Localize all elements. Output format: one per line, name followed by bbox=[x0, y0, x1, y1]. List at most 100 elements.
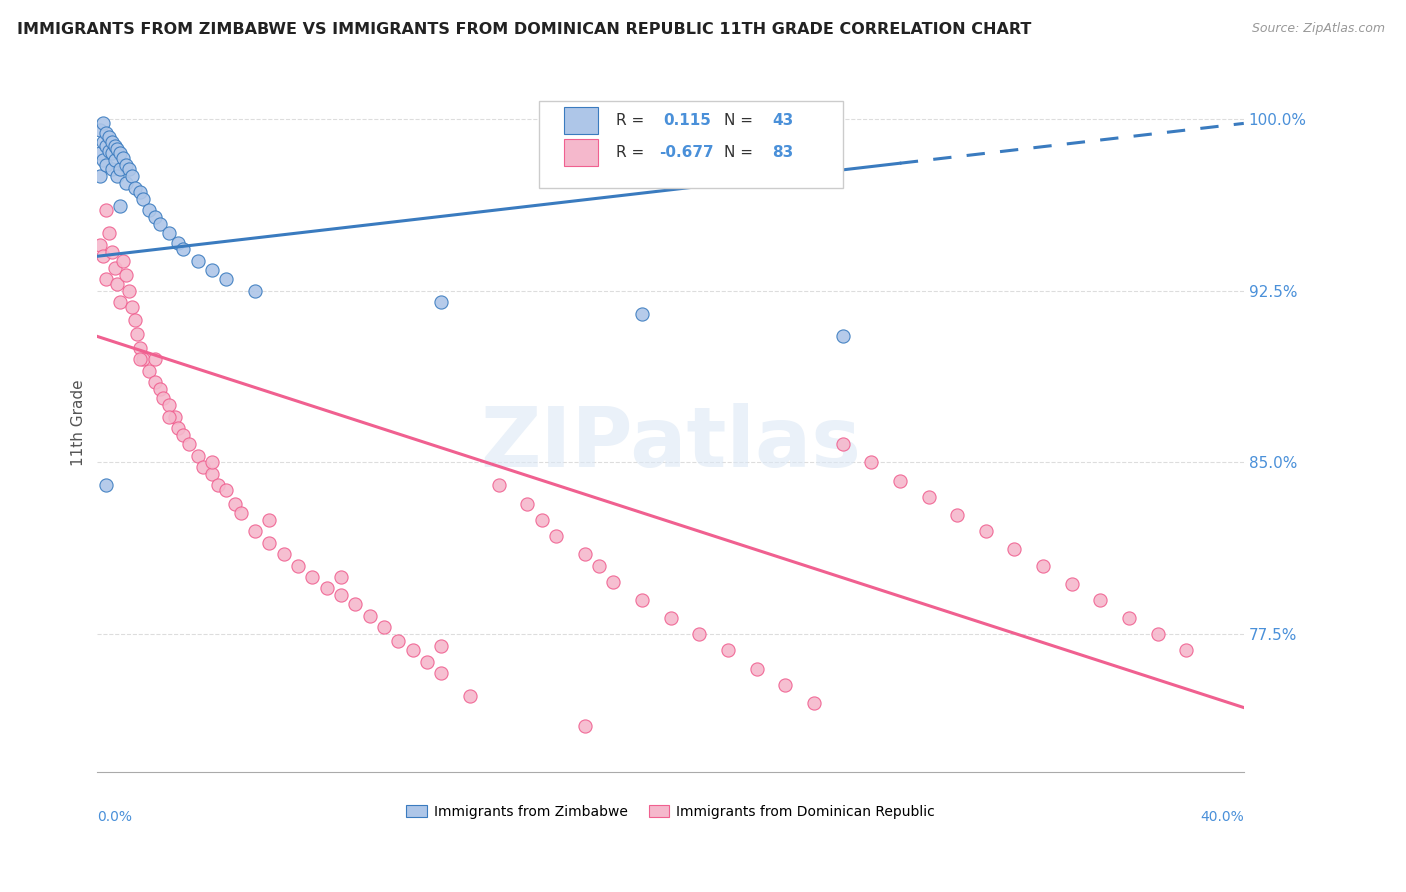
Point bbox=[91, 249, 114, 263]
Point bbox=[1090, 593, 1112, 607]
Point bbox=[121, 300, 143, 314]
Point bbox=[401, 643, 423, 657]
Point bbox=[110, 199, 132, 213]
Text: 43: 43 bbox=[773, 113, 794, 128]
Point bbox=[89, 146, 111, 161]
Point bbox=[89, 123, 111, 137]
Point bbox=[359, 608, 381, 623]
Point bbox=[91, 153, 114, 167]
Point bbox=[112, 151, 135, 165]
Text: -0.677: -0.677 bbox=[659, 145, 714, 161]
Text: N =: N = bbox=[724, 145, 758, 161]
FancyBboxPatch shape bbox=[538, 101, 842, 188]
Point bbox=[138, 203, 160, 218]
Point bbox=[224, 497, 246, 511]
Point bbox=[143, 211, 166, 225]
Point bbox=[112, 253, 135, 268]
Point bbox=[127, 327, 149, 342]
Point bbox=[215, 483, 238, 497]
Point bbox=[115, 158, 138, 172]
FancyBboxPatch shape bbox=[564, 139, 599, 166]
Point bbox=[344, 598, 367, 612]
Point bbox=[602, 574, 624, 589]
Text: 0.115: 0.115 bbox=[664, 113, 711, 128]
Point bbox=[430, 295, 453, 310]
Point bbox=[187, 449, 209, 463]
Point bbox=[688, 627, 710, 641]
Point bbox=[574, 719, 596, 733]
Point bbox=[315, 582, 337, 596]
Point bbox=[831, 329, 853, 343]
Point bbox=[100, 162, 122, 177]
Point bbox=[273, 547, 295, 561]
Point bbox=[516, 497, 538, 511]
Point bbox=[115, 176, 138, 190]
Point bbox=[89, 237, 111, 252]
Point bbox=[717, 643, 740, 657]
Point bbox=[243, 524, 266, 538]
Text: N =: N = bbox=[724, 113, 758, 128]
Point bbox=[91, 135, 114, 149]
Point bbox=[373, 620, 395, 634]
Point bbox=[207, 478, 229, 492]
Point bbox=[330, 570, 353, 584]
Point bbox=[103, 139, 125, 153]
Point bbox=[143, 352, 166, 367]
Point bbox=[831, 437, 853, 451]
Point bbox=[187, 253, 209, 268]
Point bbox=[107, 169, 129, 183]
Point bbox=[803, 696, 825, 710]
Point bbox=[163, 409, 186, 424]
Point bbox=[97, 227, 120, 241]
Point bbox=[631, 593, 654, 607]
Point bbox=[166, 421, 188, 435]
Point bbox=[149, 382, 172, 396]
Point bbox=[129, 352, 152, 367]
Point bbox=[157, 227, 180, 241]
Point bbox=[110, 295, 132, 310]
Point bbox=[1032, 558, 1054, 573]
Point bbox=[201, 467, 224, 481]
Point bbox=[94, 126, 117, 140]
Point bbox=[917, 490, 939, 504]
Point bbox=[330, 588, 353, 602]
Point bbox=[387, 634, 409, 648]
Point bbox=[107, 142, 129, 156]
Point bbox=[118, 162, 141, 177]
Point bbox=[121, 169, 143, 183]
Point bbox=[1146, 627, 1168, 641]
Point bbox=[129, 185, 152, 199]
Point bbox=[107, 277, 129, 291]
Text: R =: R = bbox=[616, 113, 648, 128]
Point bbox=[138, 364, 160, 378]
Point bbox=[94, 139, 117, 153]
Point bbox=[97, 130, 120, 145]
Point bbox=[889, 474, 911, 488]
Point bbox=[574, 547, 596, 561]
Point bbox=[157, 409, 180, 424]
Point bbox=[259, 535, 281, 549]
Point bbox=[100, 135, 122, 149]
Point bbox=[588, 558, 610, 573]
Point bbox=[132, 352, 155, 367]
Point bbox=[773, 678, 796, 692]
Point bbox=[94, 158, 117, 172]
Point bbox=[488, 478, 510, 492]
Text: Source: ZipAtlas.com: Source: ZipAtlas.com bbox=[1251, 22, 1385, 36]
Point bbox=[1060, 577, 1083, 591]
Point bbox=[100, 146, 122, 161]
Point bbox=[94, 272, 117, 286]
Point bbox=[530, 513, 553, 527]
Point bbox=[1004, 542, 1026, 557]
Point bbox=[1175, 643, 1198, 657]
Text: IMMIGRANTS FROM ZIMBABWE VS IMMIGRANTS FROM DOMINICAN REPUBLIC 11TH GRADE CORREL: IMMIGRANTS FROM ZIMBABWE VS IMMIGRANTS F… bbox=[17, 22, 1031, 37]
Point bbox=[659, 611, 682, 625]
FancyBboxPatch shape bbox=[564, 107, 599, 134]
Text: ZIPatlas: ZIPatlas bbox=[479, 403, 860, 483]
Point bbox=[124, 180, 146, 194]
Point bbox=[91, 116, 114, 130]
Point bbox=[115, 268, 138, 282]
Point bbox=[860, 455, 883, 469]
Point bbox=[172, 428, 194, 442]
Point bbox=[1118, 611, 1140, 625]
